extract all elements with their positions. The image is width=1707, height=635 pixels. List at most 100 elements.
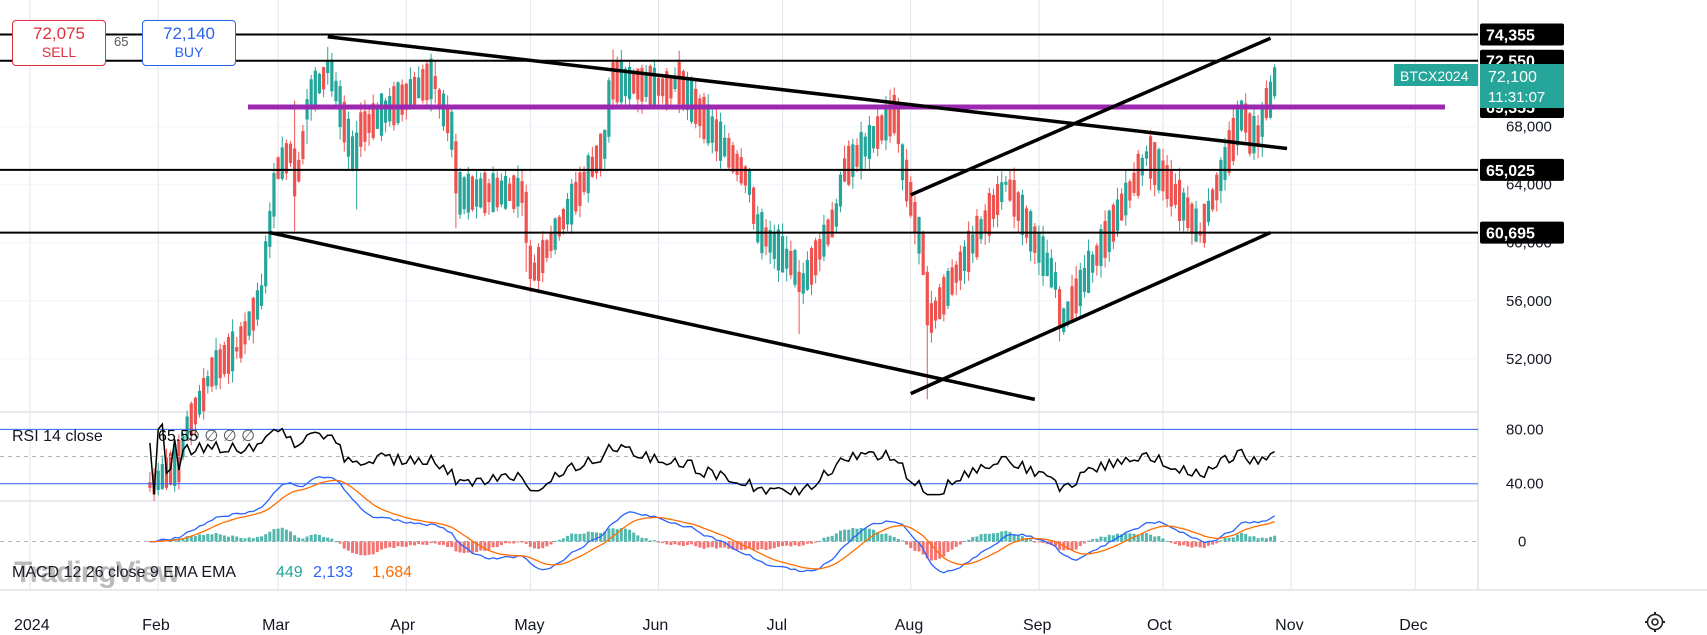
macd-bar: [776, 541, 780, 547]
candle-body: [1066, 301, 1070, 323]
candle-body: [731, 145, 735, 173]
macd-bar: [1190, 541, 1194, 548]
candle-body: [408, 79, 413, 109]
candle-body: [896, 109, 900, 145]
candle-body: [582, 171, 586, 192]
level-tag: [1480, 158, 1564, 181]
macd-bar: [508, 541, 512, 544]
macd-bar: [169, 540, 173, 542]
candle-body: [962, 246, 967, 272]
macd-bar: [363, 541, 367, 556]
macd-bar: [1087, 540, 1091, 542]
candle-body: [210, 357, 214, 387]
macd-bar: [1194, 541, 1198, 547]
candle-body: [772, 232, 776, 259]
candle-body: [727, 137, 731, 168]
macd-bar: [289, 531, 293, 542]
level-tag: [1480, 23, 1564, 46]
macd-bar: [603, 531, 607, 542]
macd-bar: [268, 531, 272, 542]
macd-bar: [884, 533, 888, 542]
macd-bar: [657, 541, 661, 543]
macd-bar: [470, 541, 474, 554]
macd-bar: [532, 541, 536, 549]
macd-bar: [392, 541, 396, 549]
candle-body: [545, 240, 549, 258]
candle-body: [272, 173, 276, 217]
candle-body: [400, 84, 404, 115]
macd-bar: [867, 528, 871, 542]
candle-body: [950, 267, 954, 295]
macd-bar: [685, 541, 689, 545]
macd-bar: [1223, 537, 1227, 542]
x-axis-label: 2024: [14, 617, 50, 634]
macd-bar: [1016, 536, 1020, 542]
candle-body: [1020, 194, 1024, 235]
macd-bar: [756, 541, 760, 550]
candle-body: [995, 184, 1000, 215]
x-axis-label: Dec: [1399, 617, 1427, 634]
candle-body: [661, 78, 665, 97]
macd-bar: [917, 541, 921, 552]
buy-button[interactable]: 72,140 BUY: [142, 20, 236, 66]
candle-body: [673, 77, 677, 89]
macd-bar: [1037, 541, 1041, 543]
macd-bar: [673, 541, 677, 545]
candle-body: [429, 58, 433, 100]
candle-body: [1004, 181, 1008, 185]
level-tag: [1480, 221, 1564, 244]
candle-body: [615, 60, 619, 103]
candle-body: [371, 103, 375, 138]
candle-body: [1235, 109, 1240, 146]
x-axis-label: Feb: [142, 617, 170, 634]
candle-body: [888, 100, 892, 137]
candle-body: [756, 214, 760, 243]
gear-icon[interactable]: [1644, 611, 1666, 633]
macd-bar: [979, 534, 983, 542]
candle-body: [1111, 204, 1115, 242]
macd-bar: [260, 536, 264, 542]
macd-bar: [723, 541, 727, 548]
macd-bar: [1020, 536, 1024, 542]
candle-body: [206, 376, 210, 387]
candle-body: [1115, 199, 1120, 231]
candle-body: [975, 215, 979, 258]
macd-bar: [810, 541, 814, 544]
countdown-label: 11:31:07: [1488, 89, 1545, 106]
candle-body: [446, 107, 450, 134]
candle-body: [379, 93, 384, 136]
macd-bar: [731, 541, 735, 550]
candle-body: [350, 136, 355, 171]
macd-bar: [797, 541, 801, 547]
candle-body: [809, 248, 814, 285]
macd-bar: [880, 533, 884, 542]
macd-bar: [541, 541, 545, 549]
macd-bar: [322, 537, 326, 542]
candle-body: [1041, 236, 1045, 276]
macd-bar: [1264, 538, 1268, 542]
candle-body: [309, 79, 313, 109]
candle-body: [499, 180, 503, 205]
macd-bar: [355, 541, 359, 555]
sell-button[interactable]: 72,075 SELL: [12, 20, 106, 66]
candle-body: [259, 285, 264, 306]
macd-bar: [702, 541, 706, 549]
candle-body: [495, 177, 499, 208]
candle-body: [474, 179, 479, 207]
macd-bar: [301, 538, 305, 542]
macd-bar: [1149, 534, 1153, 542]
price-axis-label: 64,000: [1506, 177, 1552, 194]
macd-bar: [239, 537, 243, 542]
macd-bar: [665, 541, 669, 545]
candle-body: [805, 260, 809, 290]
candle-body: [185, 416, 189, 439]
candle-body: [264, 241, 268, 287]
candle-body: [718, 121, 723, 161]
macd-bar: [913, 541, 917, 551]
macd-bar: [520, 541, 524, 543]
candle-body: [847, 145, 851, 185]
candle-body: [487, 183, 491, 203]
candle-body: [466, 173, 470, 213]
macd-bar: [429, 541, 433, 543]
